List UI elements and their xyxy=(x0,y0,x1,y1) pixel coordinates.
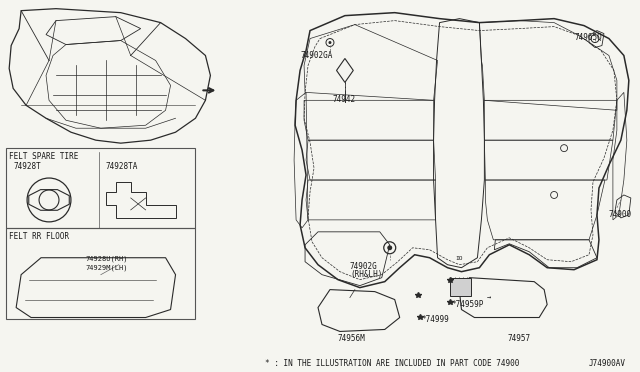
Circle shape xyxy=(387,245,392,250)
Text: 74928TA: 74928TA xyxy=(106,162,138,171)
Text: →: → xyxy=(487,295,492,301)
Text: *74999: *74999 xyxy=(422,314,449,324)
Text: 74929M(LH): 74929M(LH) xyxy=(86,265,129,271)
Text: 74902GA: 74902GA xyxy=(300,51,332,60)
Text: 74965Q: 74965Q xyxy=(574,33,602,42)
Bar xyxy=(6,148,195,228)
Circle shape xyxy=(328,41,332,44)
Text: 74928T: 74928T xyxy=(13,162,41,171)
Text: * : IN THE ILLUSTRATION ARE INCLUDED IN PART CODE 74900: * : IN THE ILLUSTRATION ARE INCLUDED IN … xyxy=(265,359,520,368)
Text: 74956M: 74956M xyxy=(338,334,365,343)
Bar xyxy=(6,228,195,320)
Text: 74957: 74957 xyxy=(508,334,531,343)
Text: (RH&LH): (RH&LH) xyxy=(350,270,382,279)
Text: J74900AV: J74900AV xyxy=(589,359,626,368)
Text: FELT SPARE TIRE: FELT SPARE TIRE xyxy=(9,152,79,161)
Text: 74900: 74900 xyxy=(609,210,632,219)
Text: FELT RR FLOOR: FELT RR FLOOR xyxy=(9,232,69,241)
Text: *74959P: *74959P xyxy=(451,299,484,309)
Text: 74942: 74942 xyxy=(333,95,356,104)
Text: IO: IO xyxy=(456,256,463,261)
Text: 74902G: 74902G xyxy=(350,262,378,271)
Bar xyxy=(449,278,472,296)
Text: 74928U(RH): 74928U(RH) xyxy=(86,256,129,262)
